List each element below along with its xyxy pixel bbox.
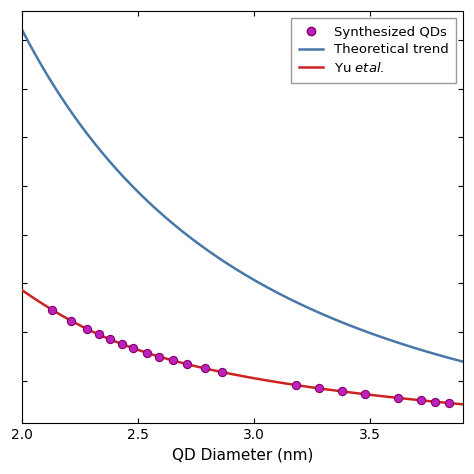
Synthesized QDs [107, 336, 114, 343]
Theoretical trend [260, 282, 266, 288]
Yu $\it{et al.}$ [234, 372, 239, 378]
Synthesized QDs [155, 353, 163, 360]
Synthesized QDs [83, 325, 91, 333]
Synthesized QDs [292, 381, 300, 389]
X-axis label: QD Diameter (nm): QD Diameter (nm) [172, 448, 313, 463]
Synthesized QDs [201, 365, 209, 372]
Yu $\it{et al.}$ [465, 402, 470, 408]
Synthesized QDs [338, 388, 346, 395]
Synthesized QDs [394, 394, 401, 401]
Yu $\it{et al.}$ [384, 394, 390, 400]
Synthesized QDs [129, 345, 137, 352]
Theoretical trend [231, 265, 237, 271]
Synthesized QDs [417, 397, 425, 404]
Synthesized QDs [48, 306, 56, 314]
Legend: Synthesized QDs, Theoretical trend, Yu $\it{et al.}$: Synthesized QDs, Theoretical trend, Yu $… [292, 18, 456, 83]
Synthesized QDs [144, 349, 151, 357]
Synthesized QDs [183, 360, 191, 368]
Synthesized QDs [315, 384, 323, 392]
Synthesized QDs [362, 391, 369, 398]
Yu $\it{et al.}$ [260, 377, 266, 383]
Line: Theoretical trend: Theoretical trend [22, 30, 467, 363]
Synthesized QDs [118, 340, 126, 348]
Synthesized QDs [218, 368, 225, 376]
Synthesized QDs [445, 399, 453, 407]
Yu $\it{et al.}$ [19, 287, 25, 293]
Theoretical trend [465, 360, 470, 366]
Synthesized QDs [169, 356, 177, 364]
Synthesized QDs [431, 398, 439, 405]
Theoretical trend [454, 357, 460, 363]
Yu $\it{et al.}$ [454, 401, 460, 407]
Theoretical trend [384, 336, 390, 342]
Theoretical trend [234, 266, 239, 272]
Yu $\it{et al.}$ [231, 372, 237, 377]
Theoretical trend [19, 27, 25, 33]
Theoretical trend [284, 295, 290, 301]
Synthesized QDs [67, 317, 74, 324]
Yu $\it{et al.}$ [284, 381, 290, 387]
Line: Yu $\it{et al.}$: Yu $\it{et al.}$ [22, 290, 467, 405]
Synthesized QDs [95, 331, 102, 338]
